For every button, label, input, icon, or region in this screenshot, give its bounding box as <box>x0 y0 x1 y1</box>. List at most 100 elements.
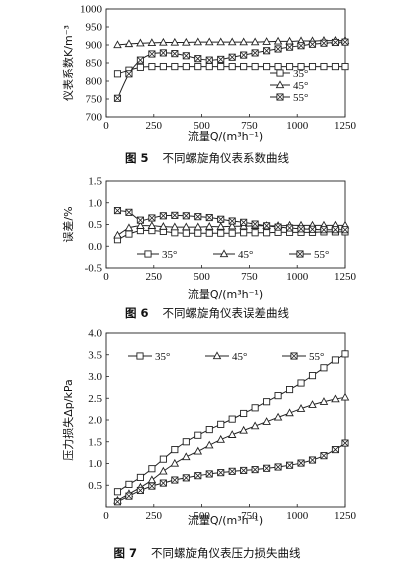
x-axis-label: 流量Q/(m³h⁻¹) <box>188 287 263 301</box>
y-tick-label: -0.5 <box>85 263 103 275</box>
data-point-series-1 <box>182 452 191 461</box>
data-point-series-2 <box>136 486 144 495</box>
data-point-series-2-cross <box>125 70 133 78</box>
y-tick-label: 1000 <box>80 4 103 16</box>
data-point-series-1 <box>319 397 329 405</box>
data-point-series-2 <box>125 70 133 78</box>
data-point-series-1 <box>170 458 180 467</box>
data-point-series-2-cross <box>274 223 282 231</box>
data-point-series-1 <box>204 440 214 449</box>
figure-number: 图 6 <box>125 306 149 320</box>
y-tick-label: 2.0 <box>88 415 102 427</box>
legend-marker-cross <box>290 352 298 360</box>
data-point-series-0 <box>240 229 248 237</box>
data-point-series-1 <box>204 222 214 230</box>
data-point-series-2 <box>113 207 122 215</box>
data-point-series-1 <box>136 221 145 229</box>
data-point-series-0 <box>171 446 179 454</box>
x-tick-label: 1000 <box>286 120 309 132</box>
data-point-series-1 <box>250 37 260 46</box>
data-point-series-2 <box>341 38 349 46</box>
data-point-series-2 <box>217 215 225 223</box>
data-point-series-2-cross <box>217 469 225 477</box>
data-point-series-2-cross <box>148 214 156 222</box>
data-point-series-0 <box>182 63 190 71</box>
data-point-series-0 <box>194 431 202 439</box>
data-point-series-2 <box>331 226 339 234</box>
data-point-series-1 <box>147 475 157 484</box>
legend-entry-1: 45° <box>205 351 247 363</box>
y-tick-label: 800 <box>86 76 103 88</box>
data-point-series-2 <box>194 472 202 480</box>
data-point-series-2 <box>205 56 213 64</box>
data-point-series-0 <box>182 438 190 446</box>
data-point-series-0 <box>240 63 248 71</box>
data-point-series-2 <box>286 224 294 232</box>
data-point-series-2 <box>148 50 156 58</box>
data-point-series-2-cross <box>320 226 328 234</box>
data-point-series-2-cross <box>125 208 133 216</box>
data-point-series-2 <box>297 225 305 233</box>
legend-label: 45° <box>293 80 308 92</box>
data-point-series-2 <box>251 220 259 228</box>
data-point-series-2-cross <box>228 217 236 225</box>
x-tick-label: 750 <box>241 510 258 522</box>
data-point-series-0 <box>136 473 144 481</box>
data-point-series-2 <box>159 49 167 57</box>
data-point-series-0 <box>205 426 213 434</box>
data-point-series-2 <box>274 223 282 231</box>
legend-entry-2: 55° <box>270 92 308 104</box>
legend: 35° 45° 55° <box>137 249 329 261</box>
figure-number: 图 7 <box>113 546 137 560</box>
y-tick-label: 0.0 <box>88 241 102 253</box>
data-point-series-1 <box>193 37 203 46</box>
data-point-series-2-cross <box>332 226 339 234</box>
legend-label: 45° <box>232 351 247 363</box>
legend-marker <box>296 250 304 258</box>
data-point-series-0 <box>341 63 349 71</box>
data-point-series-2-cross <box>194 472 202 480</box>
data-point-series-0 <box>228 229 236 237</box>
data-point-series-2 <box>341 226 349 234</box>
data-point-series-0 <box>159 63 167 71</box>
data-point-series-1 <box>227 37 237 46</box>
data-point-series-0 <box>341 350 349 358</box>
data-point-series-2-cross <box>240 51 248 59</box>
data-point-series-0 <box>320 364 328 372</box>
series-2 <box>113 38 349 102</box>
data-point-series-2-cross <box>125 492 133 500</box>
data-point-series-2-cross <box>148 482 156 490</box>
data-point-series-0 <box>171 63 179 71</box>
data-point-series-2 <box>240 51 248 59</box>
data-point-series-2 <box>228 217 236 225</box>
data-point-series-0 <box>125 230 133 238</box>
legend-label: 35° <box>155 351 170 363</box>
y-tick-label: 900 <box>86 40 103 52</box>
series-0 <box>113 63 349 78</box>
data-point-series-0 <box>125 480 133 488</box>
x-tick-label: 0 <box>103 120 109 132</box>
x-tick-label: 250 <box>146 120 163 132</box>
y-axis-label: 误差/% <box>61 206 75 242</box>
y-tick-label: 3.5 <box>88 349 102 361</box>
data-point-series-2 <box>308 40 317 48</box>
legend-marker <box>136 352 144 360</box>
data-point-series-2 <box>125 208 133 216</box>
y-tick-label: 1.5 <box>88 176 102 188</box>
data-point-series-2 <box>125 492 133 500</box>
data-point-series-2 <box>331 446 339 454</box>
data-point-series-2-cross <box>194 213 202 221</box>
data-point-series-0 <box>113 488 122 496</box>
legend-marker-cross <box>296 250 304 258</box>
x-tick-label: 750 <box>241 120 258 132</box>
data-point-series-2 <box>228 53 236 61</box>
data-point-series-2-cross <box>240 467 248 474</box>
data-point-series-2-cross <box>309 225 316 233</box>
y-axis-label: 仪表系数K/m⁻³ <box>61 25 75 101</box>
data-point-series-2 <box>297 42 305 50</box>
data-point-series-2 <box>194 55 202 63</box>
data-point-series-2 <box>159 479 167 487</box>
data-point-series-1 <box>204 37 214 46</box>
data-point-series-2-cross <box>171 211 179 219</box>
x-tick-label: 0 <box>103 271 109 283</box>
